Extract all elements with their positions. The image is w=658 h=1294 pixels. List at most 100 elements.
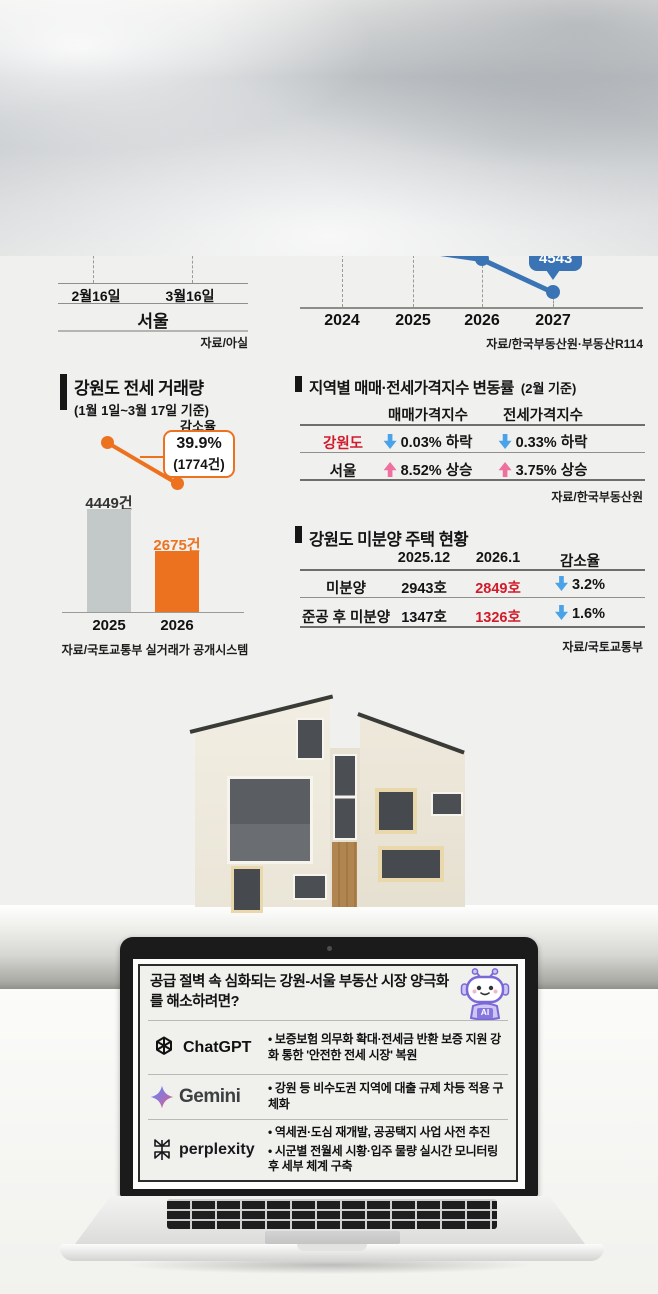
x-tick: 2026 [160,617,194,634]
window-framed [375,788,417,834]
section-bar-icon [60,374,67,410]
x-tick: 2025 [395,312,431,329]
down-arrow-icon [383,434,397,449]
guide-line [553,297,554,307]
chatgpt-bullet: • 보증보험 의무화 확대·전세금 반환 보증 지원 강화 통한 '안전한 전세… [268,1031,501,1062]
value-cell: 2849호 [475,581,521,597]
guide-line [342,224,343,307]
section-bar-icon [295,526,302,543]
gemini-row: Gemini • 강원 등 비수도권 지역에 대출 규제 차등 적용 구체화 [140,1075,516,1119]
keyboard-keys [167,1199,497,1229]
row-name: 미분양 [325,581,367,597]
row-region: 서울 [329,464,357,480]
x-tick: 2월16일 [71,288,121,304]
bar-2025 [87,509,131,612]
perplexity-label: perplexity [179,1141,255,1158]
laptop: 공급 절벽 속 심화되는 강원-서울 부동산 시장 양극화를 해소하려면? [0,930,658,1294]
window [293,874,327,900]
x-tick: 2024 [324,312,360,329]
trackpad [265,1231,400,1244]
model-house-photo [189,692,468,913]
down-arrow-icon [498,434,512,449]
cloudy-sky-photo [0,0,658,256]
guide-line [482,265,483,307]
x-tick: 2027 [535,312,571,329]
x-tick: 3월16일 [165,288,215,304]
laptop-keyboard-deck [75,1196,585,1244]
section4-title-suffix: (2월 기준) [520,381,577,396]
bar-value-label: 4449건 [85,495,133,512]
section3-subtitle: (1월 1일~3월 17일 기준) [74,403,209,418]
bar-value-label: 2675건 [153,537,201,554]
chatgpt-logo-icon [156,1036,172,1055]
screen-content: 공급 절벽 속 심화되는 강원-서울 부동산 시장 양극화를 해소하려면? [133,959,525,1189]
x-tick: 2026 [464,312,500,329]
x-tick: 2025 [92,617,126,634]
axis-line [62,612,244,613]
callout-pointer [546,270,560,280]
rate-callout: 39.9% (1774건) [163,430,235,478]
value-cell: 1347호 [401,610,447,626]
index-cell: 8.52% 상승 [383,459,472,480]
ai-answer-panel: 공급 절벽 속 심화되는 강원-서울 부동산 시장 양극화를 해소하려면? [138,964,518,1182]
divider [58,330,248,332]
perplexity-logo-icon [154,1139,170,1160]
col-header: 전세가격지수 [502,408,584,424]
row-region: 강원도 [322,436,364,452]
panel-divider [148,1020,508,1021]
guide-line [93,231,94,283]
gemini-logo-icon [150,1085,174,1109]
col-header: 매매가격지수 [387,408,469,424]
value-cell: 1326호 [475,610,521,626]
rate-sub: (1774건) [173,457,225,472]
window-tall [333,754,357,840]
down-arrow-icon [554,605,568,620]
index-cell: 3.75% 상승 [498,459,587,480]
base-notch [297,1244,367,1251]
index-cell: 0.33% 하락 [498,431,587,452]
divider [300,569,645,571]
section-bar-icon [295,376,302,392]
window [431,792,463,816]
door-wood [332,842,357,907]
section5-title: 강원도 미분양 주택 현황 [295,526,469,550]
guide-line [413,255,414,307]
window-framed [231,866,263,913]
section3-title: 강원도 전세 거래량 (1월 1일~3월 17일 기준) [60,374,209,419]
source-text: 자료/국토교통부 [562,640,643,654]
down-arrow-icon [554,576,568,591]
section3-title-text: 강원도 전세 거래량 [74,379,204,398]
guide-line [192,246,193,283]
up-arrow-icon [498,462,512,477]
value-cell: 2943호 [401,581,447,597]
source-text: 자료/한국부동산원 [551,490,643,504]
divider [300,452,645,453]
data-point [101,436,114,449]
col-header: 감소율 [559,554,601,570]
axis-line [58,283,248,284]
perplexity-bullet: • 역세권·도심 재개발, 공공택지 사업 사전 추진 [268,1125,491,1140]
divider [300,597,645,598]
divider [58,303,248,304]
rate-cell: 3.2% [554,576,605,593]
col-header: 2025.12 [397,550,451,566]
gemini-label: Gemini [179,1086,241,1107]
panel-divider [148,1119,508,1120]
rate-value: 39.9% [176,435,222,452]
section5-title-text: 강원도 미분양 주택 현황 [309,531,469,549]
callout-connector [140,456,166,458]
row-name: 준공 후 미분양 [301,610,391,626]
source-text: 자료/국토교통부 실거래가 공개시스템 [61,643,249,657]
data-point [546,285,560,299]
index-cell: 0.03% 하락 [383,431,472,452]
source-text: 자료/아실 [200,336,249,350]
divider [300,479,645,481]
bar-2026 [155,551,199,612]
up-arrow-icon [383,462,397,477]
section4-title: 지역별 매매·전세가격지수 변동률 (2월 기준) [295,376,576,398]
webcam-dot [327,946,332,951]
laptop-screen: 공급 절벽 속 심화되는 강원-서울 부동산 시장 양극화를 해소하려면? [120,937,538,1197]
perplexity-bullet: • 시군별 전월세 시황·입주 물량 실시간 모니터링 후 세부 체계 구축 [268,1143,498,1174]
divider [300,626,645,628]
question-header: 공급 절벽 속 심화되는 강원-서울 부동산 시장 양극화를 해소하려면? [140,966,516,1021]
